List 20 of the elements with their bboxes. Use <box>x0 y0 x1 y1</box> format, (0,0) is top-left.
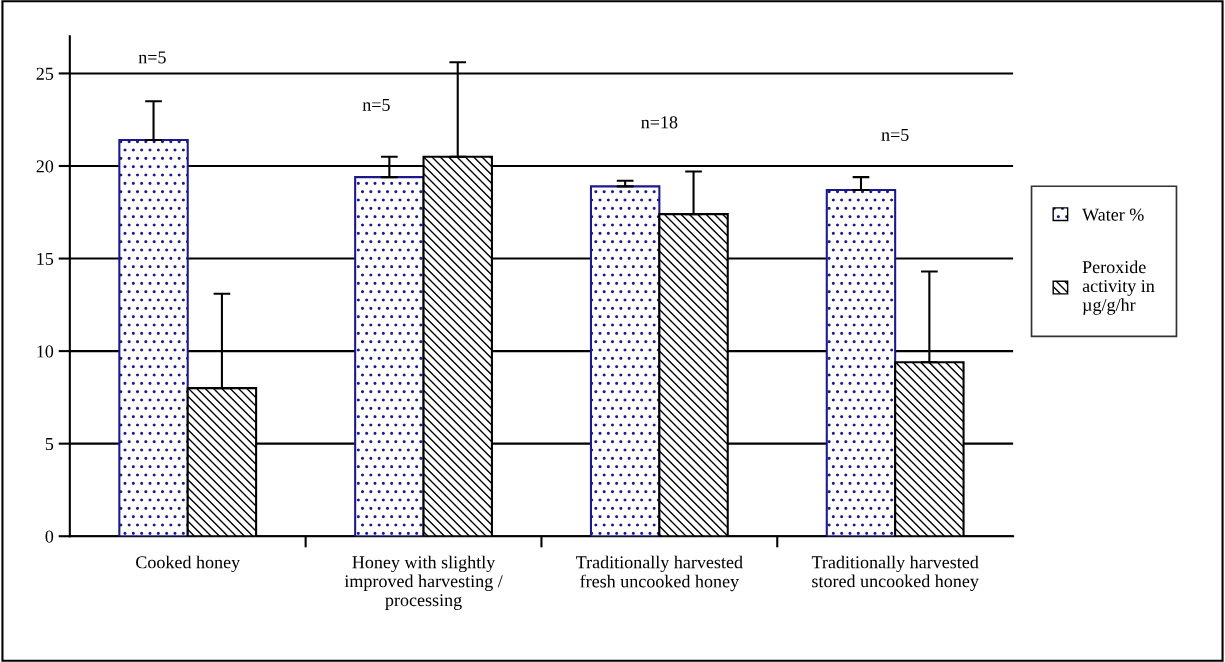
annotation: n=5 <box>362 98 390 111</box>
annotation: n=18 <box>641 116 678 129</box>
bar <box>354 176 425 537</box>
x-tick-label: Honey with slightly improved harvesting / processing <box>344 555 503 610</box>
annotation: n=5 <box>881 128 909 141</box>
bar <box>825 189 897 537</box>
annotation: n=5 <box>138 51 166 64</box>
y-tick-label: 15 <box>37 252 54 265</box>
y-tick-label: 10 <box>37 345 54 358</box>
y-tick-label: 0 <box>45 530 54 543</box>
x-tick-label: Cooked honey <box>136 555 241 573</box>
x-tick-label: Traditionally harvested fresh uncooked honey <box>576 555 743 592</box>
x-tick-label: Traditionally harvested stored uncooked honey <box>811 555 979 592</box>
legend-label: Peroxide activity in µg/g/hr <box>1082 260 1155 315</box>
y-tick-label: 25 <box>36 67 54 80</box>
legend-label: Water % <box>1082 208 1144 221</box>
y-tick-label: 5 <box>45 438 54 451</box>
bar <box>589 185 661 537</box>
y-tick-label: 20 <box>36 160 54 173</box>
bar <box>118 139 189 537</box>
